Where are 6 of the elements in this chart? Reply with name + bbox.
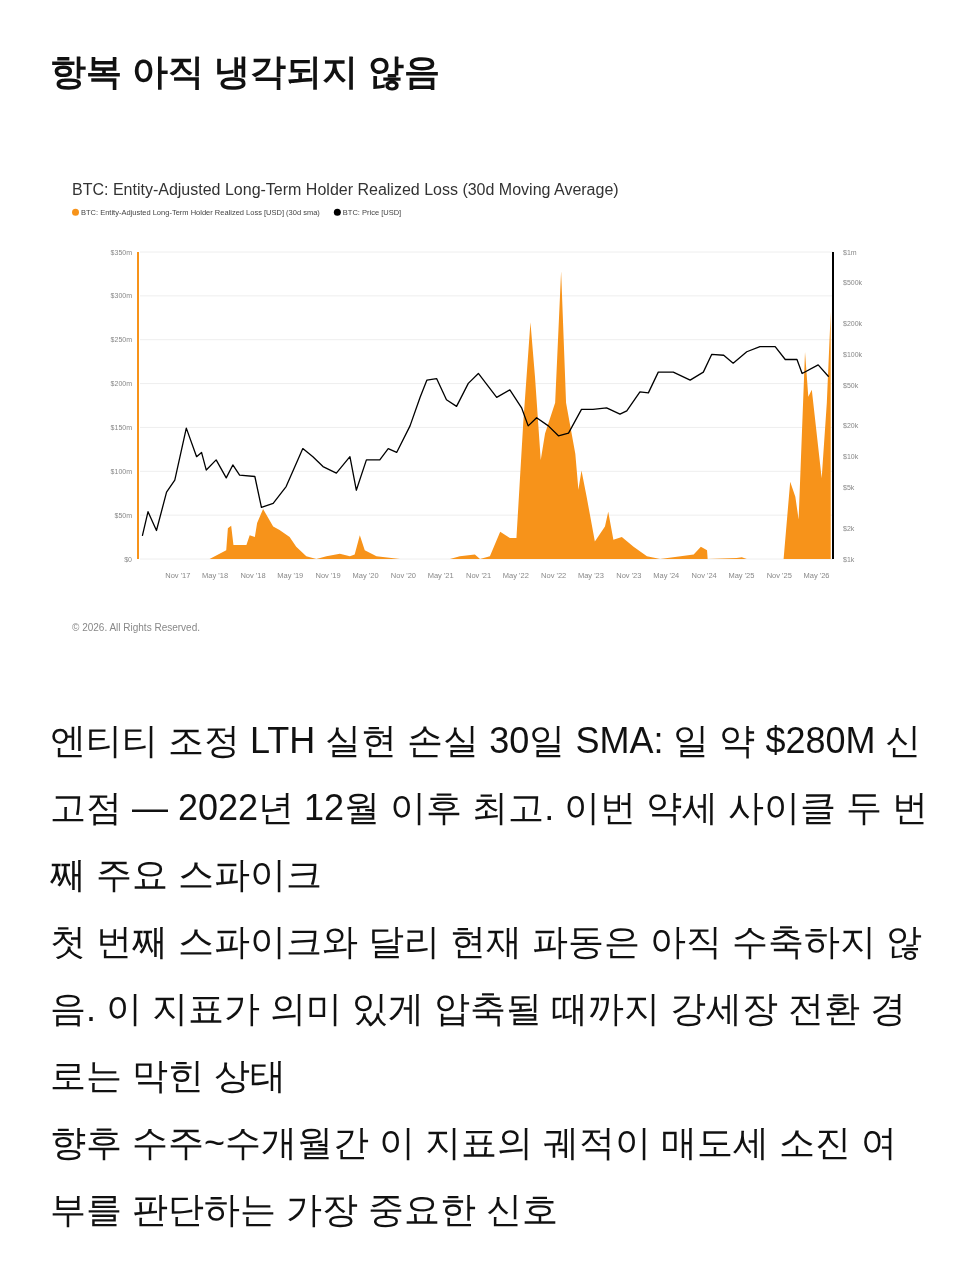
text: 향후 수주~수개월간 이 지표의 궤적이 매도세 소진 여부를 판단하는 가장 중요한 신호 bbox=[50, 1121, 899, 1232]
chart-subtitle: BTC: Entity-Adjusted Long-Term Holder Realized Loss (30d Moving Average) bbox=[72, 181, 619, 198]
text: 엔티티 조정 LTH 실현 손실 30일 SMA: 일 약 $280M 신고점 — 2022년 12월 이후 최고. 이번 약세 사이클 두 번째 주요 스파이크 bbox=[50, 719, 930, 897]
text: © 2026. All Rights Reserved. bbox=[72, 622, 200, 633]
chart-title: 항복 아직 냉각되지 않음 bbox=[50, 50, 441, 94]
text: 첫 번째 스파이크와 달리 현재 파동은 아직 수축하지 않음. 이 지표가 의미 있게 압축될 때까지 강세장 전환 경로는 막힌 상태 bbox=[50, 920, 923, 1098]
